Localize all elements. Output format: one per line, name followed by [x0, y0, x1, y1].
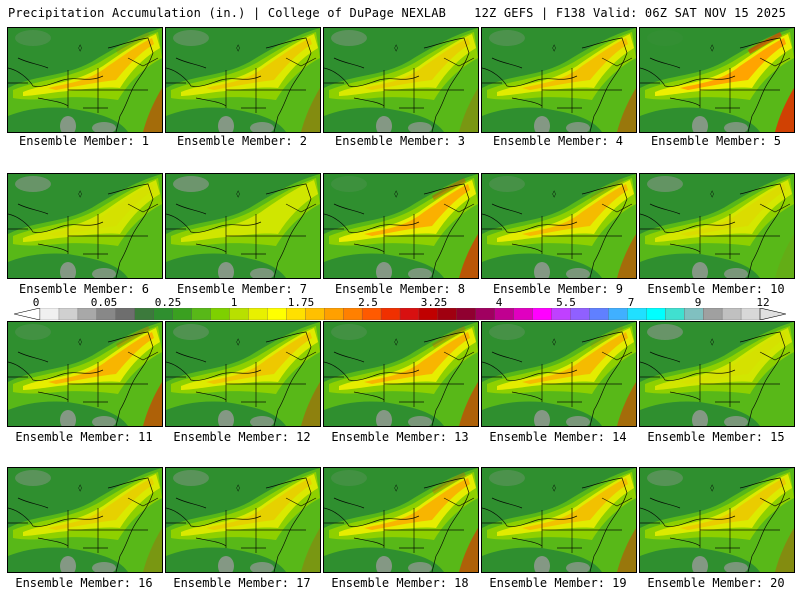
map-title: Precipitation Accumulation (in.) | Colle…	[8, 6, 447, 20]
ensemble-map-13: ◊	[323, 321, 479, 427]
svg-text:◊: ◊	[78, 190, 82, 198]
svg-text:◊: ◊	[552, 190, 556, 198]
ensemble-map-15: ◊	[639, 321, 795, 427]
ensemble-member-label: Ensemble Member: 10	[647, 282, 785, 296]
ensemble-map-18: ◊	[323, 467, 479, 573]
ensemble-member-label: Ensemble Member: 15	[647, 430, 785, 444]
valid-time-label: 12Z GEFS | F138 Valid: 06Z SAT NOV 15 20…	[474, 6, 786, 20]
colorbar-tick-label: 2.5	[358, 296, 378, 309]
colorbar-tick-label: 4	[495, 296, 503, 309]
colorbar-tick-label: 1	[230, 296, 238, 309]
ensemble-member-label: Ensemble Member: 6	[18, 282, 150, 296]
ensemble-map-4: ◊	[481, 27, 637, 133]
svg-text:◊: ◊	[710, 484, 714, 492]
colorbar-tick-label: 12	[756, 296, 770, 309]
svg-text:◊: ◊	[552, 338, 556, 346]
ensemble-member-label: Ensemble Member: 11	[15, 430, 153, 444]
svg-text:◊: ◊	[710, 338, 714, 346]
svg-text:◊: ◊	[394, 190, 398, 198]
ensemble-map-2: ◊	[165, 27, 321, 133]
ensemble-map-1: ◊	[7, 27, 163, 133]
ensemble-member-label: Ensemble Member: 14	[489, 430, 627, 444]
ensemble-member-label: Ensemble Member: 7	[176, 282, 308, 296]
ensemble-map-17: ◊	[165, 467, 321, 573]
colorbar-tick-label: 3.25	[420, 296, 448, 309]
ensemble-member-label: Ensemble Member: 16	[15, 576, 153, 590]
ensemble-member-label: Ensemble Member: 18	[331, 576, 469, 590]
ensemble-member-label: Ensemble Member: 2	[176, 134, 308, 148]
ensemble-member-label: Ensemble Member: 8	[334, 282, 466, 296]
svg-text:◊: ◊	[78, 44, 82, 52]
svg-text:◊: ◊	[236, 484, 240, 492]
ensemble-map-5: ◊	[639, 27, 795, 133]
colorbar-tick-label: 7	[627, 296, 635, 309]
colorbar-tick-label: 0.05	[90, 296, 118, 309]
ensemble-map-8: ◊	[323, 173, 479, 279]
ensemble-member-label: Ensemble Member: 9	[492, 282, 624, 296]
svg-text:◊: ◊	[552, 484, 556, 492]
svg-text:◊: ◊	[78, 338, 82, 346]
svg-text:◊: ◊	[394, 44, 398, 52]
ensemble-map-9: ◊	[481, 173, 637, 279]
colorbar-tick-label: 1.75	[287, 296, 315, 309]
ensemble-map-16: ◊	[7, 467, 163, 573]
ensemble-map-20: ◊	[639, 467, 795, 573]
ensemble-member-label: Ensemble Member: 13	[331, 430, 469, 444]
ensemble-member-label: Ensemble Member: 1	[18, 134, 150, 148]
svg-text:◊: ◊	[394, 484, 398, 492]
ensemble-member-label: Ensemble Member: 5	[650, 134, 782, 148]
ensemble-member-label: Ensemble Member: 12	[173, 430, 311, 444]
colorbar-tick-label: 9	[694, 296, 702, 309]
ensemble-member-label: Ensemble Member: 17	[173, 576, 311, 590]
colorbar-tick-label: 5.5	[556, 296, 576, 309]
colorbar-tick-label: 0	[32, 296, 40, 309]
svg-text:◊: ◊	[710, 190, 714, 198]
ensemble-member-label: Ensemble Member: 4	[492, 134, 624, 148]
svg-text:◊: ◊	[236, 338, 240, 346]
svg-text:◊: ◊	[552, 44, 556, 52]
ensemble-member-label: Ensemble Member: 20	[647, 576, 785, 590]
svg-text:◊: ◊	[394, 338, 398, 346]
ensemble-map-12: ◊	[165, 321, 321, 427]
ensemble-map-7: ◊	[165, 173, 321, 279]
ensemble-member-label: Ensemble Member: 19	[489, 576, 627, 590]
ensemble-map-11: ◊	[7, 321, 163, 427]
ensemble-map-3: ◊	[323, 27, 479, 133]
svg-text:◊: ◊	[236, 190, 240, 198]
ensemble-map-19: ◊	[481, 467, 637, 573]
ensemble-map-14: ◊	[481, 321, 637, 427]
ensemble-member-label: Ensemble Member: 3	[334, 134, 466, 148]
svg-text:◊: ◊	[78, 484, 82, 492]
colorbar-tick-label: 0.25	[154, 296, 182, 309]
ensemble-map-10: ◊	[639, 173, 795, 279]
ensemble-map-6: ◊	[7, 173, 163, 279]
svg-text:◊: ◊	[710, 44, 714, 52]
svg-text:◊: ◊	[236, 44, 240, 52]
precip-colorbar	[14, 308, 786, 320]
